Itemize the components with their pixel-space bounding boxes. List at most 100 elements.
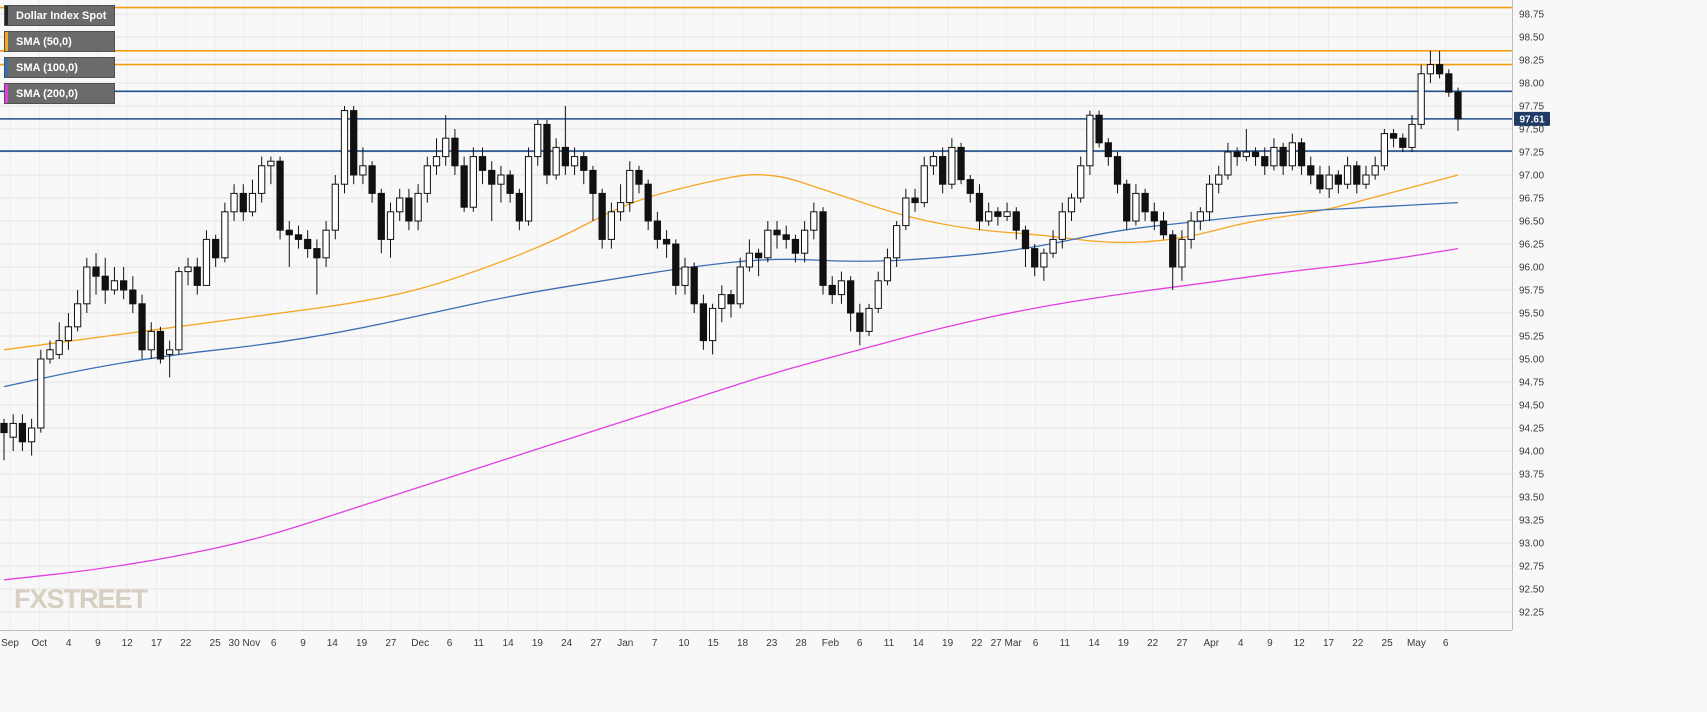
x-tick-label: 9: [300, 638, 306, 649]
candle: [975, 184, 984, 231]
legend-item-sma100[interactable]: SMA (100,0): [4, 57, 116, 78]
candle: [1086, 110, 1094, 175]
candle-body-down: [1021, 229, 1030, 250]
candle: [129, 276, 137, 313]
candle-body-down: [1279, 146, 1287, 167]
candle: [1132, 184, 1140, 226]
candle-body-up: [147, 330, 155, 351]
candle: [635, 165, 643, 194]
candle: [1012, 207, 1020, 240]
candle-body-down: [1334, 174, 1342, 185]
candle: [874, 271, 882, 313]
x-tick-label: 11: [474, 638, 485, 649]
x-tick-label: 19: [1118, 638, 1130, 649]
candle-body-up: [570, 156, 579, 167]
candle-body-up: [800, 229, 809, 254]
candle-body-up: [55, 340, 63, 355]
x-tick-label: 14: [1089, 638, 1101, 649]
candle: [1159, 211, 1168, 240]
candle-body-up: [607, 211, 615, 240]
candle-body-down: [1251, 151, 1260, 158]
candle-body-down: [754, 252, 763, 259]
candle: [18, 414, 27, 451]
candle-body-down: [1307, 165, 1315, 176]
candle: [350, 106, 358, 185]
candle-body-down: [294, 234, 303, 240]
candle: [432, 138, 441, 175]
candle: [267, 156, 275, 185]
candle-body-up: [1003, 211, 1011, 217]
candle: [1058, 202, 1066, 249]
x-tick-label: Feb: [822, 638, 840, 649]
candle: [1417, 64, 1425, 129]
candle: [1325, 165, 1333, 198]
candle: [883, 248, 892, 286]
candle: [1077, 156, 1085, 203]
candle-body-down: [1104, 142, 1112, 158]
candle: [893, 221, 901, 267]
candle-body-up: [175, 271, 183, 351]
candle-body-up: [1077, 165, 1085, 199]
candle: [120, 267, 128, 300]
candle-body-down: [193, 266, 201, 286]
candle: [1408, 115, 1416, 152]
x-tick-label: 25: [210, 638, 222, 649]
legend-label: SMA (100,0): [16, 61, 78, 74]
candle-body-down: [1141, 192, 1149, 213]
candle-body-down: [957, 146, 965, 181]
x-tick-label: Dec: [411, 638, 429, 649]
candle: [1316, 165, 1324, 194]
candle: [1150, 202, 1158, 231]
x-tick-label: 9: [1267, 638, 1273, 649]
candle: [175, 267, 183, 355]
candle: [847, 276, 855, 332]
candle: [1270, 138, 1278, 171]
candle: [322, 221, 330, 267]
chart-legend: Dollar Index Spot SMA (50,0) SMA (100,0)…: [4, 5, 116, 104]
candle-body-down: [1169, 234, 1177, 268]
candle-body-up: [396, 197, 404, 213]
candle-body-up: [423, 165, 431, 194]
y-tick-label: 96.00: [1519, 263, 1544, 274]
x-tick-label: 14: [327, 638, 339, 649]
candle: [1380, 129, 1389, 171]
candle-body-down: [101, 275, 109, 291]
candle: [377, 188, 385, 254]
candle-body-down: [791, 238, 800, 254]
candle-body-down: [1150, 211, 1158, 222]
candle-body-down: [460, 165, 468, 208]
candle-body-down: [561, 146, 569, 167]
candle-body-down: [1297, 142, 1306, 167]
x-tick-label: 6: [1033, 638, 1039, 649]
legend-item-sma200[interactable]: SMA (200,0): [4, 83, 116, 104]
candle: [754, 248, 763, 277]
candle: [368, 161, 376, 203]
candle-body-up: [1325, 174, 1333, 190]
candle-body-up: [1215, 174, 1223, 185]
y-tick-label: 97.00: [1519, 171, 1544, 182]
candle-body-up: [1086, 114, 1094, 167]
legend-item-sma50[interactable]: SMA (50,0): [4, 31, 116, 52]
candle: [1454, 87, 1462, 131]
candle: [1067, 193, 1076, 221]
candle-body-up: [1067, 197, 1076, 213]
candle: [304, 230, 312, 258]
candle: [460, 156, 468, 212]
x-tick-label: Oct: [32, 638, 48, 649]
candle-body-down: [1353, 165, 1361, 185]
legend-item-dollar-index[interactable]: Dollar Index Spot: [4, 5, 116, 26]
x-tick-label: 27: [590, 638, 602, 649]
candle: [0, 418, 8, 461]
candle-body-down: [975, 192, 984, 222]
x-tick-label: Apr: [1204, 638, 1220, 649]
candle-body-down: [1399, 137, 1407, 148]
candle: [1261, 147, 1269, 175]
candle: [239, 184, 247, 221]
candle-body-up: [331, 183, 339, 231]
candle: [561, 106, 569, 175]
candle: [1178, 230, 1186, 281]
legend-swatch: [5, 32, 8, 51]
current-price-badge: [1514, 111, 1550, 126]
x-tick-label: 18: [737, 638, 749, 649]
candle-body-down: [506, 174, 514, 194]
